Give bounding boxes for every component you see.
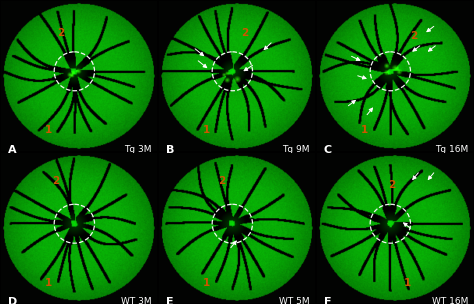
Text: 2: 2 (241, 28, 248, 38)
Text: C: C (324, 145, 332, 155)
Text: WT 5M: WT 5M (279, 297, 310, 304)
Text: 1: 1 (360, 125, 367, 135)
Text: 2: 2 (388, 180, 395, 190)
Text: 2: 2 (57, 28, 64, 38)
Text: WT 16M: WT 16M (431, 297, 468, 304)
Text: Tg 16M: Tg 16M (435, 145, 468, 154)
Text: 1: 1 (202, 125, 210, 135)
Text: D: D (8, 297, 17, 304)
Text: 1: 1 (404, 278, 411, 288)
Text: Tg 3M: Tg 3M (125, 145, 152, 154)
Text: E: E (165, 297, 173, 304)
Text: 1: 1 (45, 125, 52, 135)
Text: Tg 9M: Tg 9M (283, 145, 310, 154)
Text: F: F (324, 297, 331, 304)
Text: 1: 1 (202, 278, 210, 288)
Text: WT 3M: WT 3M (121, 297, 152, 304)
Text: 2: 2 (52, 176, 59, 186)
Text: 2: 2 (410, 31, 417, 41)
Text: 2: 2 (218, 176, 225, 186)
Text: 1: 1 (45, 278, 52, 288)
Text: B: B (165, 145, 174, 155)
Text: A: A (8, 145, 16, 155)
